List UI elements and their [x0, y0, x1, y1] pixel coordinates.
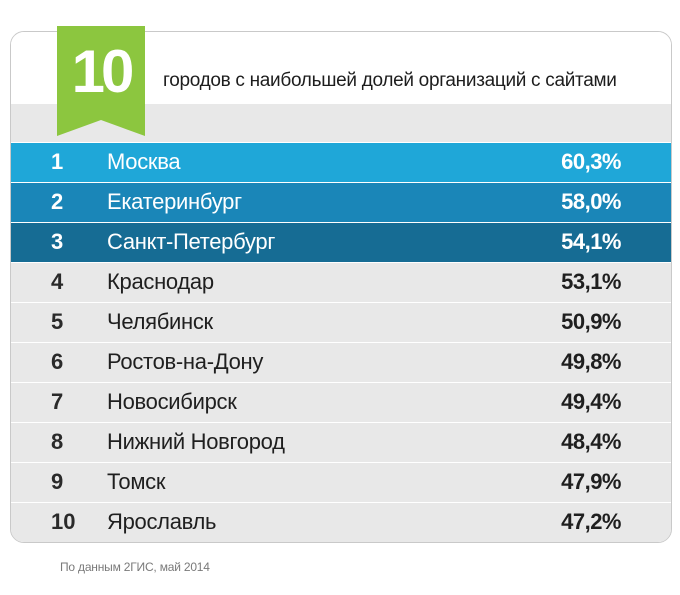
city-label: Нижний Новгород	[107, 429, 285, 454]
city-label: Ярославль	[107, 509, 217, 534]
table-row: 1 Москва 60,3%	[11, 142, 671, 182]
value-label: 47,9%	[561, 469, 621, 494]
badge-ten: 10	[57, 26, 145, 136]
city-label: Краснодар	[107, 269, 214, 294]
rank-label: 3	[51, 229, 64, 254]
value-label: 48,4%	[561, 429, 621, 454]
chart-title: городов с наибольшей долей организаций с…	[163, 70, 617, 91]
table-row: 7 Новосибирск 49,4%	[11, 382, 671, 422]
badge-number: 10	[72, 38, 132, 105]
table-row: 2 Екатеринбург 58,0%	[11, 182, 671, 222]
value-label: 50,9%	[561, 309, 621, 334]
rank-label: 2	[51, 189, 64, 214]
table-row: 9 Томск 47,9%	[11, 462, 671, 502]
value-label: 54,1%	[561, 229, 621, 254]
city-label: Томск	[107, 469, 166, 494]
table-row: 10 Ярославль 47,2%	[11, 502, 671, 542]
value-label: 58,0%	[561, 189, 621, 214]
value-label: 49,8%	[561, 349, 621, 374]
value-label: 53,1%	[561, 269, 621, 294]
table-row: 5 Челябинск 50,9%	[11, 302, 671, 342]
city-label: Челябинск	[107, 309, 213, 334]
table-row: 4 Краснодар 53,1%	[11, 262, 671, 302]
city-label: Санкт-Петербург	[107, 229, 276, 254]
rank-label: 1	[51, 149, 64, 174]
rank-label: 6	[51, 349, 64, 374]
value-label: 60,3%	[561, 149, 621, 174]
rank-label: 10	[51, 509, 76, 534]
source-note: По данным 2ГИС, май 2014	[60, 560, 210, 574]
table-row: 3 Санкт-Петербург 54,1%	[11, 222, 671, 262]
badge-shape	[57, 26, 145, 136]
rank-label: 9	[51, 469, 64, 494]
table-row: 8 Нижний Новгород 48,4%	[11, 422, 671, 462]
rank-label: 8	[51, 429, 64, 454]
value-label: 47,2%	[561, 509, 621, 534]
city-label: Новосибирск	[107, 389, 237, 414]
rank-label: 5	[51, 309, 64, 334]
table-row: 6 Ростов-на-Дону 49,8%	[11, 342, 671, 382]
city-label: Ростов-на-Дону	[107, 349, 264, 374]
rank-label: 4	[51, 269, 64, 294]
city-label: Екатеринбург	[107, 189, 242, 214]
rank-label: 7	[51, 389, 64, 414]
ranking-table: 1 Москва 60,3% 2 Екатеринбург 58,0% 3 Санкт-Пет…	[11, 104, 671, 542]
city-label: Москва	[107, 149, 181, 174]
value-label: 49,4%	[561, 389, 621, 414]
